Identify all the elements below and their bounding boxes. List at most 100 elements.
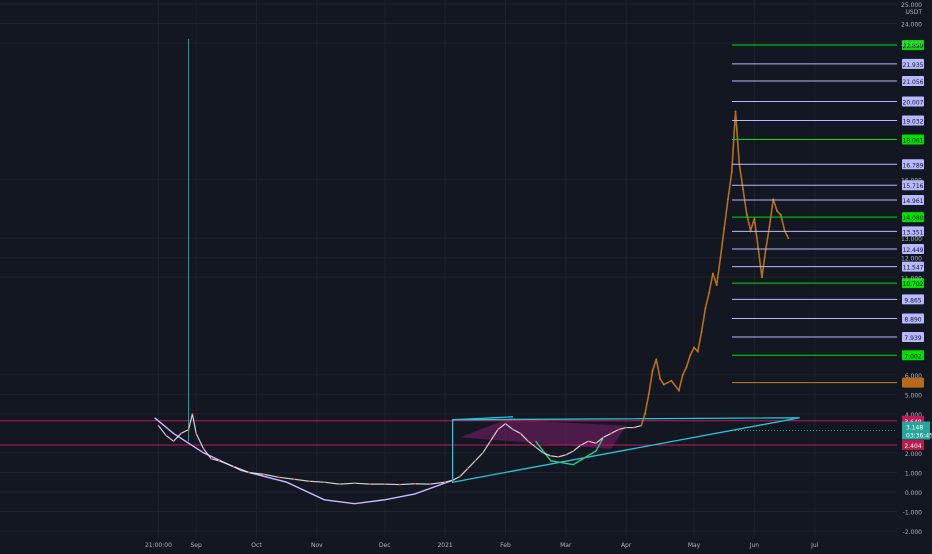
target-level-label: 7.002 xyxy=(904,353,921,360)
target-level-tag xyxy=(902,212,924,223)
target-level-tag xyxy=(902,194,924,205)
history-point xyxy=(527,440,529,443)
projection-point xyxy=(753,217,756,220)
y-tick-label: 16.000 xyxy=(901,178,922,185)
y-tick-label: 5.000 xyxy=(905,392,922,399)
target-level-label: 20.007 xyxy=(903,99,924,106)
projection-point xyxy=(640,424,643,427)
projection-point xyxy=(670,379,673,382)
history-point xyxy=(602,436,605,439)
target-level-tag xyxy=(902,180,924,191)
projection-point xyxy=(655,358,658,361)
triangle-pattern xyxy=(451,417,800,483)
x-tick-label: Apr xyxy=(621,542,632,549)
target-level-label: 14.961 xyxy=(903,198,924,205)
history-point xyxy=(157,424,160,427)
x-tick-label: 21:00:00 xyxy=(145,542,172,549)
y-tick-label: 2.000 xyxy=(905,451,922,458)
target-level-tag xyxy=(902,226,924,237)
projection-point xyxy=(719,256,722,259)
target-level-tag xyxy=(902,278,924,289)
projection-point xyxy=(711,272,714,275)
x-tick-label: Jun xyxy=(749,542,760,549)
target-level-label: 10.702 xyxy=(903,281,924,288)
history-point xyxy=(210,457,213,460)
projection-point xyxy=(689,354,692,357)
projection-point xyxy=(745,213,748,216)
y-tick-label: 11.000 xyxy=(901,275,922,282)
history-point xyxy=(172,440,175,443)
y-tick-label: 0.000 xyxy=(905,490,922,497)
projection-point xyxy=(761,276,763,279)
projection-point xyxy=(783,229,786,232)
current-price-label: 3.148 xyxy=(906,425,923,432)
history-point xyxy=(534,446,537,448)
target-level-label: 8.890 xyxy=(904,316,921,323)
target-level-tag xyxy=(902,313,924,324)
target-level-tag xyxy=(902,332,924,343)
y-tick-label: 25.000 xyxy=(901,2,922,9)
y-tick-label: 6.000 xyxy=(905,373,922,380)
history-point xyxy=(489,440,492,443)
target-level-tag xyxy=(902,75,924,86)
history-point xyxy=(610,432,612,435)
projection-point xyxy=(685,366,688,368)
target-level-tag xyxy=(902,115,924,126)
history-point xyxy=(353,482,356,485)
history-point xyxy=(595,442,597,445)
upper-pink-tag xyxy=(902,415,924,426)
history-point xyxy=(187,428,190,431)
x-tick-label: 2021 xyxy=(437,542,452,549)
projection-point xyxy=(662,383,665,386)
projection-point xyxy=(678,389,680,392)
lower-red-tag-label: 2.404 xyxy=(904,443,921,450)
projection-point xyxy=(742,188,744,191)
history-point xyxy=(587,440,590,443)
x-tick-label: Feb xyxy=(500,542,511,549)
target-level-label: 19.032 xyxy=(903,118,924,125)
y-tick-label: 1.000 xyxy=(905,470,922,477)
y-tick-label: 24.000 xyxy=(901,22,922,29)
projection-point xyxy=(727,198,729,201)
target-level-label: 11.547 xyxy=(903,265,924,272)
target-level-tag xyxy=(902,261,924,272)
history-point xyxy=(293,478,296,481)
projection-point xyxy=(659,377,661,380)
history-point xyxy=(466,467,469,470)
target-level-label: 16.789 xyxy=(903,162,924,169)
history-point xyxy=(248,471,250,474)
y-tick-label: 23.000 xyxy=(901,41,922,48)
history-point xyxy=(398,483,401,486)
x-tick-label: Nov xyxy=(311,542,323,549)
x-tick-label: Sep xyxy=(190,542,202,549)
target-level-label: 22.899 xyxy=(903,43,924,50)
target-level-label: 15.716 xyxy=(903,183,924,190)
target-level-tag xyxy=(902,58,924,69)
projection-point xyxy=(708,291,711,294)
projection-point xyxy=(693,346,695,349)
target-level-label: 12.449 xyxy=(903,247,924,254)
target-level-tag xyxy=(902,159,924,170)
cup-curve xyxy=(154,417,453,505)
projection-point xyxy=(644,412,646,415)
target-level-tag xyxy=(902,377,924,388)
y-tick-label: -2.000 xyxy=(903,529,923,536)
projection-point xyxy=(779,213,782,216)
target-level-label: 7.939 xyxy=(904,335,921,342)
history-point xyxy=(263,473,265,476)
projection-point xyxy=(651,370,654,372)
history-point xyxy=(564,453,567,456)
target-level-label: 13.351 xyxy=(903,229,924,236)
projection-point xyxy=(787,237,790,240)
y-tick-label: 12.000 xyxy=(901,256,922,263)
history-point xyxy=(338,483,341,486)
target-level-tag xyxy=(902,294,924,305)
history-point xyxy=(459,475,462,478)
target-level-label: 14.080 xyxy=(903,215,924,222)
projection-point xyxy=(715,284,718,286)
history-point xyxy=(632,426,635,429)
history-point xyxy=(165,434,167,437)
